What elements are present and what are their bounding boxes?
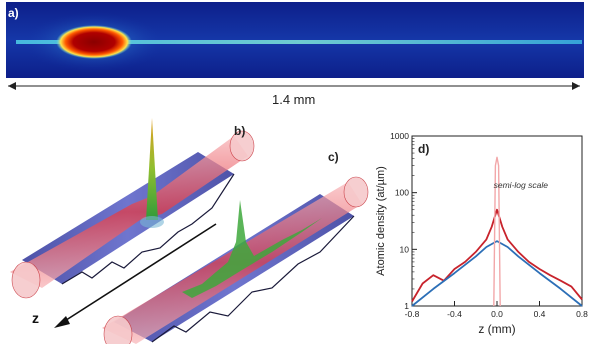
panel-c-density-profile: [182, 200, 322, 298]
panel-b-drawing: [10, 118, 255, 299]
panel-c-drawing: [102, 176, 369, 351]
density-chart: 1 10 100 1000 -0.8 -0.4 0.0 0.4 0.8 z (mm) Atomic …: [372, 122, 588, 346]
x-tick-label: 0.4: [534, 309, 546, 319]
plot-frame: [411, 135, 583, 307]
scale-bar-label: 1.4 mm: [272, 92, 316, 107]
x-axis-label: z (mm): [478, 322, 515, 336]
series-line-2: [493, 156, 501, 307]
z-axis-arrow: [54, 223, 217, 328]
x-tick-label: -0.8: [405, 309, 420, 319]
panel-b-density-spike: [146, 118, 158, 220]
atom-cloud: [56, 25, 132, 59]
y-tick-label: 1: [404, 301, 409, 311]
y-tick-label: 10: [400, 244, 410, 254]
y-tick-label: 100: [395, 188, 409, 198]
panel-label-c: c): [328, 150, 339, 164]
z-axis-label: z: [32, 310, 39, 326]
x-tick-label: 0.0: [491, 309, 503, 319]
atom-line: [16, 40, 582, 44]
y-tick-label: 1000: [390, 131, 409, 141]
series-line-1: [411, 240, 583, 307]
x-tick-label: -0.4: [447, 309, 462, 319]
absorption-image: a): [6, 2, 584, 78]
y-axis-label: Atomic density (at/µm): [375, 166, 387, 276]
panel-label-a: a): [8, 6, 19, 20]
x-tick-label: 0.8: [576, 309, 588, 319]
scale-bar: 1.4 mm: [4, 80, 584, 110]
panel-label-b: b): [234, 124, 246, 138]
panel-b-laser-beam: [10, 136, 248, 288]
semi-log-annotation: semi-log scale: [494, 180, 549, 190]
trap-illustrations: b) c) z: [2, 112, 394, 351]
panel-label-d: d): [418, 142, 429, 156]
